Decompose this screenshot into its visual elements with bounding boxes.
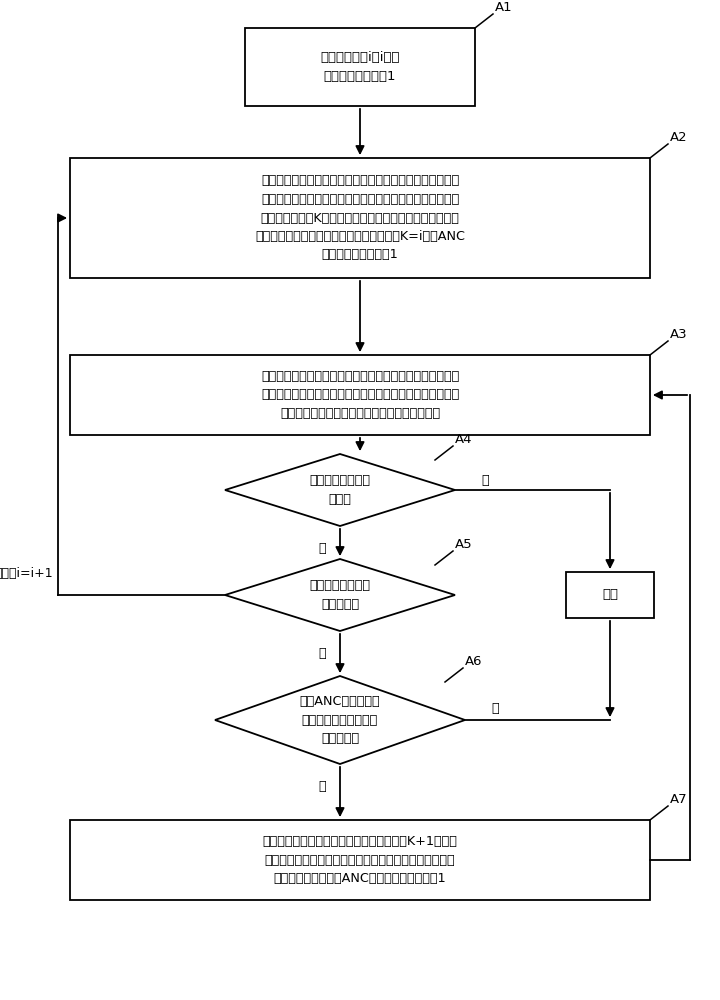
Text: 判断ANC上是否还有
剩余的对应贴装周期数
最大的吸嘴: 判断ANC上是否还有 剩余的对应贴装周期数 最大的吸嘴 [300, 695, 380, 745]
Text: 是，令i=i+1: 是，令i=i+1 [0, 567, 53, 580]
Bar [566, 572, 654, 618]
Text: A7: A7 [670, 793, 688, 806]
Text: 否: 否 [318, 647, 326, 660]
Bar [70, 820, 650, 900]
Text: 将对应贴装周期数最大的可用吸嘴分配在第K+1个可用
的贴片头上，并将该对应贴装周期数最大的可用吸嘴划分
在第一个吸嘴组内，ANC上对应吸嘴的个数减1: 将对应贴装周期数最大的可用吸嘴分配在第K+1个可用 的贴片头上，并将该对应贴装周… [263, 835, 457, 885]
Text: 否: 否 [491, 702, 499, 714]
Bar [245, 28, 475, 106]
Text: A6: A6 [465, 655, 482, 668]
Polygon shape [225, 454, 455, 526]
Text: 设迭代次数为i，i为正
整数，且初始值为1: 设迭代次数为i，i为正 整数，且初始值为1 [320, 51, 400, 83]
Text: 是: 是 [318, 780, 326, 793]
Text: 判断是否还有剩余
未贴装元件: 判断是否还有剩余 未贴装元件 [310, 579, 371, 611]
Text: 是: 是 [318, 542, 326, 555]
Text: A5: A5 [455, 538, 472, 551]
Text: A1: A1 [495, 1, 513, 14]
Bar [70, 355, 650, 435]
Text: 结束: 结束 [602, 588, 618, 601]
Bar [70, 158, 650, 278]
Polygon shape [215, 676, 465, 764]
Text: A4: A4 [455, 433, 472, 446]
Text: A3: A3 [670, 328, 688, 341]
Text: A2: A2 [670, 131, 688, 144]
Text: 按照分配好的吸嘴组进行模拟贴装，并在模拟过程中记录该
吸嘴组内各吸嘴所对应的贴装周期数，直至贴片头上的吸嘴
将对应元件贴完，并记录剩余未贴装元件的信息: 按照分配好的吸嘴组进行模拟贴装，并在模拟过程中记录该 吸嘴组内各吸嘴所对应的贴装… [261, 370, 459, 420]
Polygon shape [225, 559, 455, 631]
Text: 首先，将元件按其所对应的吸嘴类别进行分类，并将所有吸
嘴按其对应贴片数降序排列，然后，将当前对应贴片数最多
的吸嘴分配在第K个可用的贴片头上，并将该当前对应贴片: 首先，将元件按其所对应的吸嘴类别进行分类，并将所有吸 嘴按其对应贴片数降序排列，… [255, 174, 465, 261]
Text: 否: 否 [481, 474, 489, 487]
Text: 判断是否还有可用
贴片头: 判断是否还有可用 贴片头 [310, 474, 371, 506]
